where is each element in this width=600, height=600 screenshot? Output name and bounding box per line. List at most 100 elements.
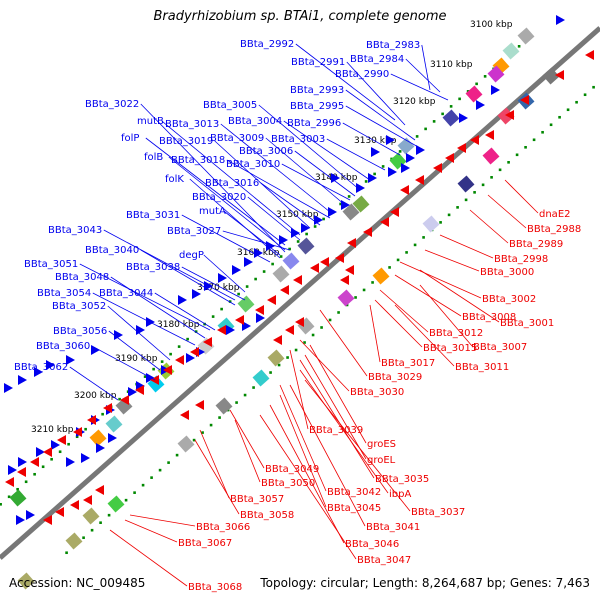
reverse-gene-label: BBta_3046 xyxy=(345,539,399,550)
feature-box xyxy=(65,532,83,550)
reverse-label-leader xyxy=(487,194,527,229)
reverse-gene-arrows xyxy=(5,50,594,525)
scale-dot xyxy=(107,513,111,517)
reverse-gene-arrow xyxy=(5,477,14,487)
feature-box xyxy=(267,349,285,367)
forward-gene-arrow xyxy=(136,325,145,335)
reverse-gene-arrow xyxy=(30,457,39,467)
forward-label-leader xyxy=(145,137,286,246)
reverse-gene-arrow xyxy=(55,507,64,517)
reverse-label-leader xyxy=(279,384,327,492)
reverse-gene-label: BBta_3001 xyxy=(500,318,554,329)
forward-gene-arrow xyxy=(331,173,340,183)
reverse-gene-arrow xyxy=(293,275,302,285)
reverse-gene-arrow xyxy=(203,337,212,347)
forward-label-leader xyxy=(140,249,236,306)
scale-dot xyxy=(175,453,179,457)
reverse-gene-arrow xyxy=(175,355,184,365)
scale-dot xyxy=(192,438,196,442)
reverse-gene-label: BBta_3015 xyxy=(423,343,477,354)
forward-gene-label: BBta_3031 xyxy=(126,210,180,221)
reverse-label-leader xyxy=(129,514,196,527)
scale-dot xyxy=(194,330,198,333)
forward-gene-label: folB xyxy=(144,152,163,163)
forward-label-leader xyxy=(226,159,331,219)
reverse-gene-label: BBta_3050 xyxy=(261,478,315,489)
scale-dot xyxy=(243,393,247,397)
feature-box xyxy=(497,107,515,125)
forward-gene-arrow xyxy=(66,355,75,365)
forward-label-leader xyxy=(247,196,301,241)
forward-gene-arrow xyxy=(108,433,117,443)
scale-dot xyxy=(167,461,170,464)
forward-label-leader xyxy=(79,263,211,331)
forward-label-leader xyxy=(281,163,351,201)
scale-dot xyxy=(362,288,366,292)
forward-gene-arrow xyxy=(368,173,377,183)
reverse-gene-arrow xyxy=(70,500,79,510)
reverse-gene-arrow xyxy=(217,325,226,335)
reverse-gene-label: BBta_3058 xyxy=(240,510,294,521)
forward-gene-arrow xyxy=(401,163,410,173)
reverse-label-leader xyxy=(124,519,178,543)
reverse-gene-arrow xyxy=(585,50,594,60)
forward-gene-arrow xyxy=(186,353,195,363)
forward-gene-label: BBta_2991 xyxy=(291,57,345,68)
scale-tick-label: 3110 kbp xyxy=(430,60,473,70)
scale-tick-label: 3210 kbp xyxy=(31,425,74,435)
reverse-gene-arrow xyxy=(73,427,82,437)
feature-box xyxy=(352,195,370,213)
reverse-gene-arrow xyxy=(87,415,96,425)
reverse-gene-arrow xyxy=(445,153,454,163)
forward-gene-label: BBta_3016 xyxy=(205,178,259,189)
map-title: Bradyrhizobium sp. BTAi1, complete genom… xyxy=(153,9,447,24)
scale-dot xyxy=(252,386,255,389)
reverse-gene-arrow xyxy=(505,110,514,120)
forward-label-leader xyxy=(91,345,156,381)
scale-dot xyxy=(228,300,232,303)
forward-gene-arrow xyxy=(301,223,310,233)
forward-gene-arrow xyxy=(254,248,263,258)
forward-label-leader xyxy=(258,104,361,191)
feature-box xyxy=(105,415,123,433)
scale-tick-label: 3180 kbp xyxy=(157,320,200,330)
reverse-gene-label: BBta_3012 xyxy=(429,328,483,339)
reverse-label-leader xyxy=(309,344,367,444)
scale-dot xyxy=(152,367,155,371)
forward-gene-label: BBta_3003 xyxy=(271,134,325,145)
feature-box xyxy=(517,27,535,45)
forward-gene-arrow xyxy=(128,387,137,397)
scale-dot xyxy=(209,423,213,427)
scale-dot xyxy=(50,457,53,461)
forward-gene-arrow xyxy=(356,183,365,193)
forward-gene-label: BBta_2993 xyxy=(290,85,344,96)
reverse-gene-label: BBta_3011 xyxy=(455,362,509,373)
forward-gene-label: BBta_3060 xyxy=(36,341,90,352)
reverse-label-leader xyxy=(299,339,350,392)
forward-label-leader xyxy=(107,305,171,361)
forward-label-leader xyxy=(154,292,216,331)
reverse-gene-label: ibpA xyxy=(389,489,411,500)
forward-gene-label: BBta_2990 xyxy=(335,69,389,80)
forward-gene-arrow xyxy=(386,135,395,145)
scale-dot xyxy=(371,281,374,284)
reverse-label-leader xyxy=(369,304,381,363)
feature-box xyxy=(372,267,390,285)
feature-box xyxy=(482,147,500,165)
reverse-gene-arrow xyxy=(280,285,289,295)
feature-box xyxy=(82,507,100,525)
forward-gene-label: BBta_3027 xyxy=(167,226,221,237)
forward-label-leader xyxy=(421,44,431,91)
feature-box xyxy=(337,289,355,307)
reverse-label-leader xyxy=(304,379,411,512)
forward-label-leader xyxy=(108,330,161,371)
reverse-gene-label: BBta_3067 xyxy=(178,538,232,549)
forward-gene-arrow xyxy=(46,360,55,370)
reverse-gene-arrow xyxy=(95,485,104,495)
scale-dot xyxy=(490,176,493,179)
forward-label-leader xyxy=(283,120,371,181)
reverse-gene-arrow xyxy=(485,130,494,140)
reverse-label-leader xyxy=(419,284,473,347)
forward-label-leader xyxy=(265,137,346,206)
scale-dot xyxy=(177,345,181,348)
